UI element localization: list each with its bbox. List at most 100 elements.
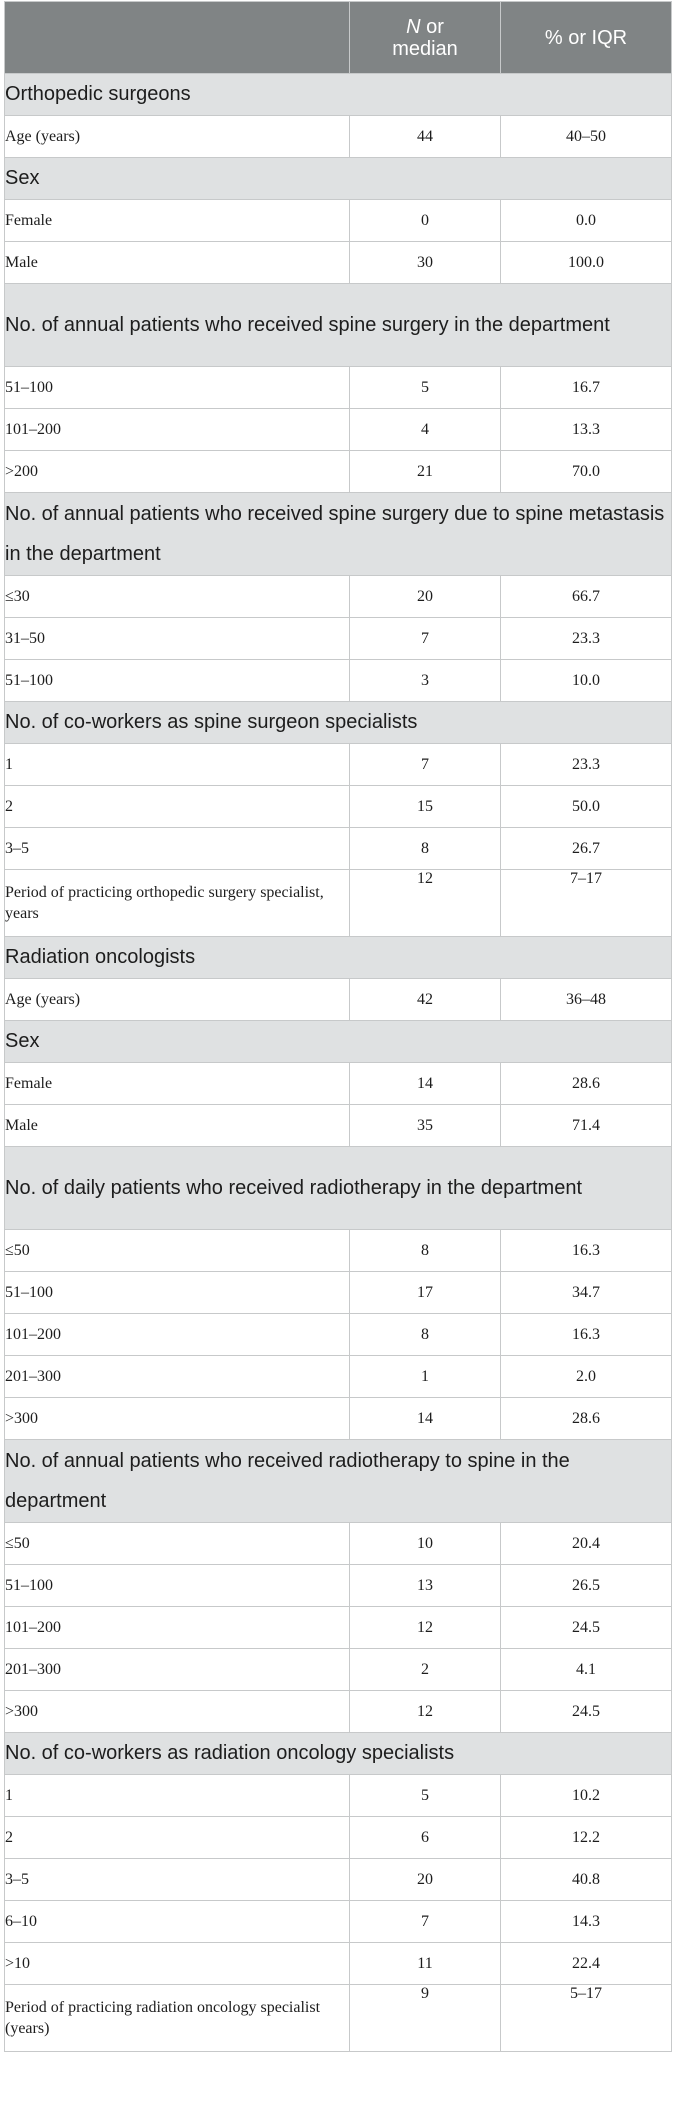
table-row: >300 14 28.6 bbox=[4, 1397, 672, 1440]
table-row: 3–5 20 40.8 bbox=[4, 1858, 672, 1901]
row-pct-value: 26.7 bbox=[500, 827, 672, 870]
row-n-value: 12 bbox=[349, 1690, 501, 1733]
row-pct-value: 24.5 bbox=[500, 1690, 672, 1733]
row-label: 3–5 bbox=[4, 827, 350, 870]
row-n-value: 12 bbox=[349, 1606, 501, 1649]
row-n-value: 9 bbox=[349, 1984, 501, 2052]
row-n-value: 14 bbox=[349, 1062, 501, 1105]
row-n-value: 7 bbox=[349, 743, 501, 786]
row-n-value: 30 bbox=[349, 241, 501, 284]
row-pct-value: 70.0 bbox=[500, 450, 672, 493]
row-n-value: 21 bbox=[349, 450, 501, 493]
row-pct-value: 16.3 bbox=[500, 1313, 672, 1356]
section-header-row: No. of annual patients who received spin… bbox=[4, 492, 672, 576]
table-row: 6–10 7 14.3 bbox=[4, 1900, 672, 1943]
row-pct-value: 40.8 bbox=[500, 1858, 672, 1901]
table-row: Period of practicing orthopedic surgery … bbox=[4, 869, 672, 937]
table-row: 3–5 8 26.7 bbox=[4, 827, 672, 870]
section-header-row: Sex bbox=[4, 157, 672, 200]
row-n-value: 7 bbox=[349, 617, 501, 660]
section-label: No. of co-workers as spine surgeon speci… bbox=[4, 701, 672, 744]
row-label: 1 bbox=[4, 743, 350, 786]
table-row: 1 7 23.3 bbox=[4, 743, 672, 786]
row-label: 101–200 bbox=[4, 408, 350, 451]
row-label: 51–100 bbox=[4, 659, 350, 702]
row-label: Female bbox=[4, 199, 350, 242]
section-label: No. of daily patients who received radio… bbox=[4, 1146, 672, 1230]
table-row: Female 14 28.6 bbox=[4, 1062, 672, 1105]
row-label: 31–50 bbox=[4, 617, 350, 660]
row-n-value: 8 bbox=[349, 1229, 501, 1272]
header-n-rest: or bbox=[420, 15, 444, 38]
row-label: 51–100 bbox=[4, 1564, 350, 1607]
row-n-value: 2 bbox=[349, 1648, 501, 1691]
row-n-value: 5 bbox=[349, 1774, 501, 1817]
row-n-value: 42 bbox=[349, 978, 501, 1021]
row-pct-value: 71.4 bbox=[500, 1104, 672, 1147]
row-label: ≤50 bbox=[4, 1522, 350, 1565]
row-n-value: 14 bbox=[349, 1397, 501, 1440]
header-n-or-median: N or median bbox=[349, 1, 501, 74]
row-pct-value: 4.1 bbox=[500, 1648, 672, 1691]
row-pct-value: 40–50 bbox=[500, 115, 672, 158]
row-label: 1 bbox=[4, 1774, 350, 1817]
row-n-value: 5 bbox=[349, 366, 501, 409]
table-row: Age (years) 44 40–50 bbox=[4, 115, 672, 158]
table-row: Age (years) 42 36–48 bbox=[4, 978, 672, 1021]
row-label: Female bbox=[4, 1062, 350, 1105]
section-header-row: No. of annual patients who received radi… bbox=[4, 1439, 672, 1523]
table-header-row: N or median % or IQR bbox=[4, 1, 672, 74]
table-row: 51–100 5 16.7 bbox=[4, 366, 672, 409]
header-n-italic: N bbox=[406, 15, 421, 38]
table-row: Male 30 100.0 bbox=[4, 241, 672, 284]
table-row: 101–200 8 16.3 bbox=[4, 1313, 672, 1356]
row-pct-value: 66.7 bbox=[500, 575, 672, 618]
row-n-value: 20 bbox=[349, 575, 501, 618]
header-pct-or-iqr: % or IQR bbox=[500, 1, 672, 74]
section-label: No. of annual patients who received spin… bbox=[4, 492, 672, 576]
table-row: 31–50 7 23.3 bbox=[4, 617, 672, 660]
row-label: 6–10 bbox=[4, 1900, 350, 1943]
section-header-row: Radiation oncologists bbox=[4, 936, 672, 979]
row-pct-value: 26.5 bbox=[500, 1564, 672, 1607]
row-pct-value: 24.5 bbox=[500, 1606, 672, 1649]
row-label: 201–300 bbox=[4, 1355, 350, 1398]
header-n-line2: median bbox=[392, 37, 458, 60]
table-row: Period of practicing radiation oncology … bbox=[4, 1984, 672, 2052]
row-label: Male bbox=[4, 241, 350, 284]
section-header-row: No. of co-workers as spine surgeon speci… bbox=[4, 701, 672, 744]
header-label-column bbox=[4, 1, 350, 74]
row-label: 101–200 bbox=[4, 1606, 350, 1649]
row-pct-value: 100.0 bbox=[500, 241, 672, 284]
section-header-row: Orthopedic surgeons bbox=[4, 73, 672, 116]
row-pct-value: 28.6 bbox=[500, 1397, 672, 1440]
row-label: ≤50 bbox=[4, 1229, 350, 1272]
row-pct-value: 5–17 bbox=[500, 1984, 672, 2052]
row-pct-value: 10.2 bbox=[500, 1774, 672, 1817]
row-label: >300 bbox=[4, 1690, 350, 1733]
row-n-value: 10 bbox=[349, 1522, 501, 1565]
row-label: 51–100 bbox=[4, 1271, 350, 1314]
row-n-value: 1 bbox=[349, 1355, 501, 1398]
section-label: No. of annual patients who received radi… bbox=[4, 1439, 672, 1523]
row-label: Age (years) bbox=[4, 115, 350, 158]
row-pct-value: 36–48 bbox=[500, 978, 672, 1021]
row-label: Male bbox=[4, 1104, 350, 1147]
row-pct-value: 13.3 bbox=[500, 408, 672, 451]
row-pct-value: 16.3 bbox=[500, 1229, 672, 1272]
table-row: Male 35 71.4 bbox=[4, 1104, 672, 1147]
row-pct-value: 20.4 bbox=[500, 1522, 672, 1565]
table-body: Orthopedic surgeons Age (years) 44 40–50 Sex… bbox=[4, 73, 672, 2052]
row-pct-value: 7–17 bbox=[500, 869, 672, 937]
row-n-value: 13 bbox=[349, 1564, 501, 1607]
data-table: N or median % or IQR Orthopedic surgeons A… bbox=[4, 1, 672, 2052]
row-pct-value: 0.0 bbox=[500, 199, 672, 242]
row-n-value: 7 bbox=[349, 1900, 501, 1943]
row-pct-value: 14.3 bbox=[500, 1900, 672, 1943]
table-row: Female 0 0.0 bbox=[4, 199, 672, 242]
table-row: 51–100 13 26.5 bbox=[4, 1564, 672, 1607]
row-n-value: 17 bbox=[349, 1271, 501, 1314]
row-n-value: 20 bbox=[349, 1858, 501, 1901]
row-pct-value: 22.4 bbox=[500, 1942, 672, 1985]
row-n-value: 4 bbox=[349, 408, 501, 451]
